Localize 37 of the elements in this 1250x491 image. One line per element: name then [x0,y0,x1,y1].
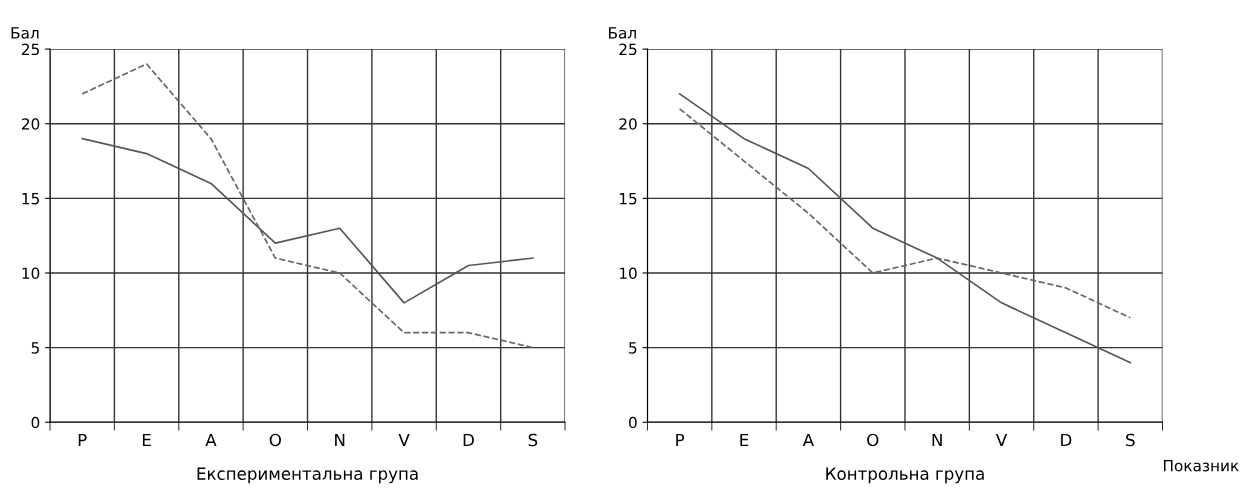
x-tick-label: V [398,433,410,447]
y-tick-label: 25 [21,43,39,56]
x-tick-label: P [676,433,685,447]
x-tick-label: S [528,433,538,447]
y-tick-label: 15 [619,193,637,205]
x-tick-label: A [802,433,814,447]
y-tick-label: 5 [31,342,39,354]
x-tick-label: E [142,433,151,447]
x-tick-label: A [205,433,217,447]
line-series [678,93,1132,364]
y-tick-label: 10 [22,267,40,280]
y-tick-label: 20 [619,118,637,130]
x-tick-label: O [867,433,879,447]
x-tick-label: O [269,433,281,447]
y-axis-title: Бал [609,27,636,39]
x-tick-label: V [995,433,1008,447]
x-axis-title: Показник [1164,460,1239,472]
x-tick-label: D [1061,433,1072,447]
text: Експериментальна група [197,467,418,484]
text: Контрольна група [826,467,984,484]
x-tick-label: N [932,433,942,447]
y-tick-label: 20 [21,118,40,130]
y-tick-label: 0 [31,416,40,429]
x-tick-label: D [463,433,474,447]
y-tick-label: 15 [22,193,39,205]
line-series [678,107,1132,319]
x-tick-label: P [78,433,87,447]
line-series [81,63,534,349]
y-tick-label: 5 [629,342,637,354]
line-series [81,137,534,304]
y-tick-label: 10 [619,267,637,280]
y-axis-title: Бал [11,27,39,39]
y-tick-label: 25 [619,43,637,56]
x-tick-label: E [740,433,749,447]
x-tick-label: S [1126,433,1135,447]
x-tick-label: N [335,433,345,447]
y-tick-label: 0 [629,416,637,429]
